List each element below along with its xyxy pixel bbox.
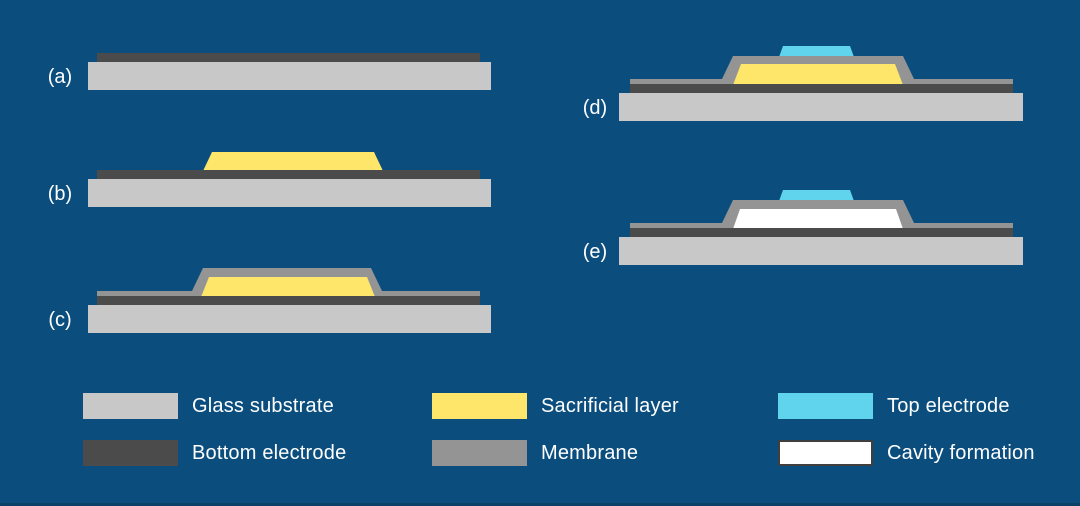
figure-bottom-edge — [0, 503, 1080, 506]
legend-item-sacrificial-layer: Sacrificial layer — [432, 393, 679, 419]
legend-label: Glass substrate — [192, 395, 334, 417]
step-d-glass-substrate — [619, 93, 1023, 121]
step-a-label: (a) — [48, 66, 72, 88]
step-a: (a) — [48, 53, 491, 90]
step-c: (c) — [48, 268, 491, 333]
step-d-sacrificial-layer — [733, 64, 903, 85]
legend-item-cavity-formation: Cavity formation — [778, 440, 1035, 466]
step-d-top-electrode — [779, 46, 854, 57]
step-a-glass-substrate — [88, 62, 491, 90]
step-e-cavity — [733, 209, 903, 229]
step-c-bottom-electrode — [97, 296, 480, 305]
legend-item-top-electrode: Top electrode — [778, 393, 1010, 419]
legend-item-bottom-electrode: Bottom electrode — [83, 440, 346, 466]
sacrificial-layer-swatch — [432, 393, 527, 419]
step-d-bottom-electrode — [630, 84, 1013, 93]
step-b-label: (b) — [48, 183, 72, 205]
step-a-bottom-electrode — [97, 53, 480, 62]
step-b-glass-substrate — [88, 179, 491, 207]
legend-item-membrane: Membrane — [432, 440, 638, 466]
step-e-label: (e) — [583, 241, 607, 263]
step-b-sacrificial-layer — [203, 152, 383, 171]
step-d-label: (d) — [583, 97, 607, 119]
legend-label: Bottom electrode — [192, 442, 347, 464]
step-c-sacrificial-layer — [201, 277, 375, 297]
step-c-glass-substrate — [88, 305, 491, 333]
legend-item-glass-substrate: Glass substrate — [83, 393, 334, 419]
top-electrode-swatch — [778, 393, 873, 419]
step-b: (b) — [48, 152, 491, 207]
step-b-bottom-electrode — [97, 170, 480, 179]
glass-substrate-swatch — [83, 393, 178, 419]
step-e-top-electrode — [779, 190, 854, 201]
step-e: (e) — [583, 190, 1023, 265]
legend-label: Top electrode — [887, 395, 1010, 417]
legend-label: Cavity formation — [887, 442, 1035, 464]
step-e-glass-substrate — [619, 237, 1023, 265]
process-steps-diagram: (a) (b) (c) (d) — [48, 46, 1023, 333]
step-c-label: (c) — [48, 309, 71, 331]
cavity-formation-swatch — [778, 440, 873, 466]
legend-label: Sacrificial layer — [541, 395, 679, 417]
membrane-swatch — [432, 440, 527, 466]
bottom-electrode-swatch — [83, 440, 178, 466]
legend-label: Membrane — [541, 442, 639, 464]
step-d: (d) — [583, 46, 1023, 121]
step-e-bottom-electrode — [630, 228, 1013, 237]
